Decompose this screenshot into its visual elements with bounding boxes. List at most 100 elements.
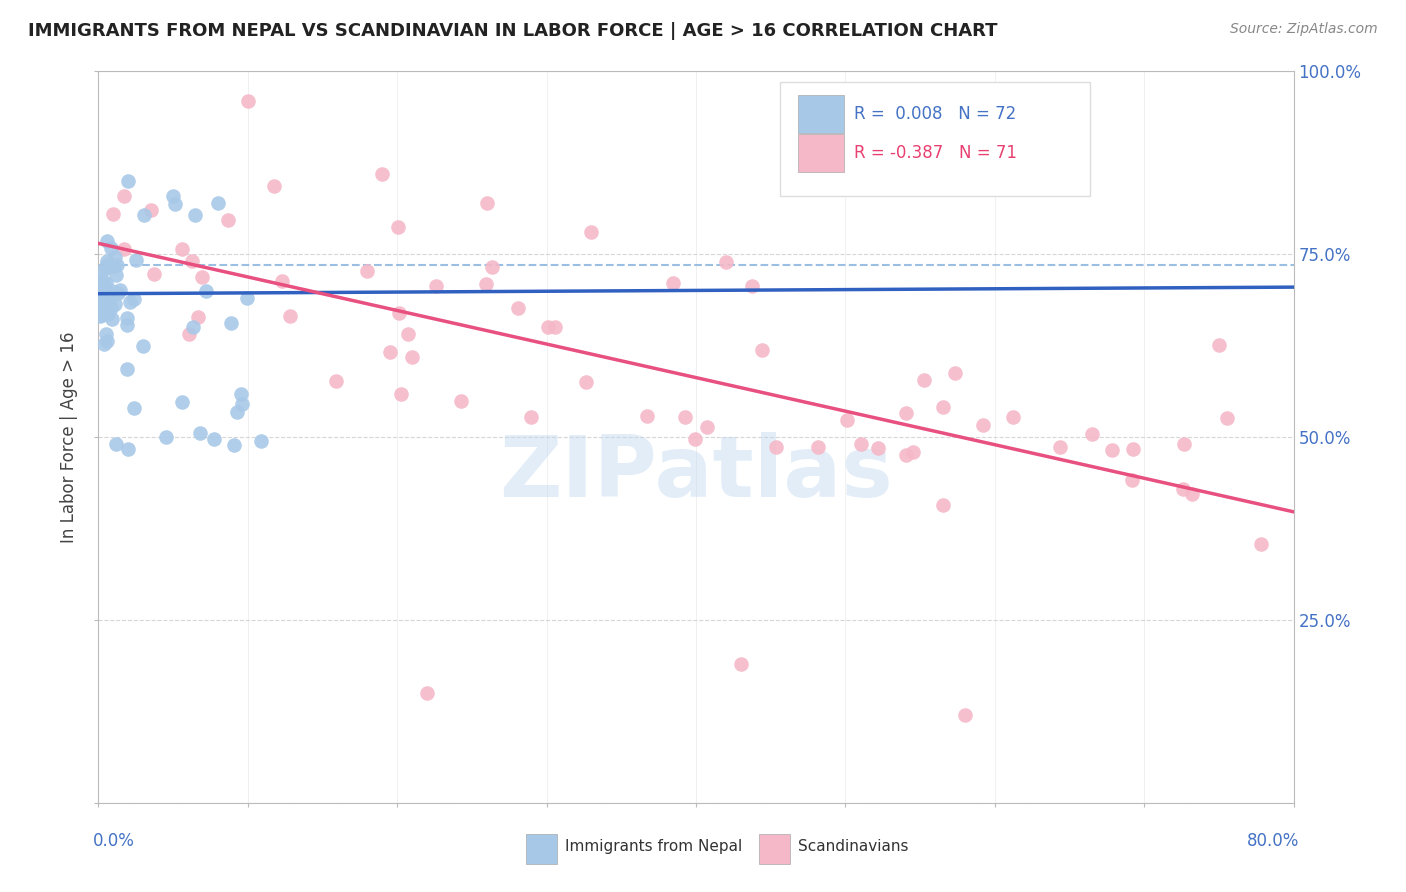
Point [132, 339, 155, 353]
Point [97, 288, 120, 302]
Point [912, 373, 935, 387]
Point [188, 426, 211, 441]
Point [105, 437, 128, 451]
Point [450, 394, 472, 409]
Point [388, 306, 411, 320]
Point [139, 202, 162, 217]
Point [103, 207, 125, 221]
Point [93, 279, 115, 293]
Point [89, 275, 111, 289]
Point [91, 276, 114, 290]
Point [1101, 443, 1123, 458]
Point [1081, 427, 1104, 442]
Point [104, 297, 127, 311]
Point [94, 297, 117, 311]
Point [91, 277, 114, 291]
Point [225, 405, 247, 419]
Text: 0.0%: 0.0% [93, 832, 135, 850]
FancyBboxPatch shape [797, 95, 844, 133]
Text: R = -0.387   N = 71: R = -0.387 N = 71 [853, 145, 1017, 162]
Point [89, 285, 111, 299]
Point [520, 409, 543, 424]
Point [103, 259, 125, 273]
Point [117, 442, 139, 457]
Point [184, 208, 207, 222]
Point [219, 316, 242, 330]
Point [170, 395, 193, 409]
Point [263, 178, 285, 193]
Point [105, 258, 128, 272]
Point [115, 362, 138, 376]
Point [325, 374, 347, 388]
Point [901, 445, 924, 459]
Point [96, 253, 118, 268]
Point [932, 499, 955, 513]
Point [1002, 410, 1025, 425]
Point [380, 345, 402, 359]
Point [120, 294, 142, 309]
FancyBboxPatch shape [779, 82, 1091, 195]
Point [96, 234, 118, 248]
Point [94, 296, 117, 310]
Point [730, 657, 752, 671]
Point [96, 303, 118, 318]
Point [581, 225, 603, 239]
Point [91, 273, 114, 287]
Point [93, 281, 115, 295]
Point [387, 219, 409, 234]
Point [474, 277, 496, 292]
Point [278, 310, 301, 324]
Point [143, 267, 166, 281]
Point [1208, 337, 1230, 351]
Text: Immigrants from Nepal: Immigrants from Nepal [565, 839, 742, 855]
Point [104, 268, 127, 283]
Point [122, 292, 145, 306]
Point [972, 417, 994, 432]
Point [125, 252, 148, 267]
Point [117, 174, 139, 188]
Point [481, 260, 503, 274]
Point [194, 284, 217, 298]
Point [1171, 482, 1194, 496]
Point [93, 290, 115, 304]
Point [1173, 437, 1195, 451]
Point [741, 278, 763, 293]
Point [100, 301, 122, 315]
Point [751, 343, 773, 357]
Point [100, 241, 122, 255]
Point [356, 263, 378, 277]
Point [202, 432, 225, 446]
Point [90, 308, 112, 322]
Point [807, 440, 830, 454]
Point [112, 242, 135, 256]
Point [868, 442, 890, 456]
Point [94, 261, 117, 276]
Point [235, 291, 257, 305]
Point [93, 293, 115, 308]
Point [122, 401, 145, 415]
FancyBboxPatch shape [759, 833, 790, 864]
Point [155, 430, 177, 444]
Point [183, 319, 205, 334]
Point [636, 409, 658, 424]
Point [1122, 442, 1144, 456]
Point [396, 326, 419, 341]
Point [132, 208, 155, 222]
Point [190, 269, 212, 284]
Point [108, 283, 131, 297]
Text: R =  0.008   N = 72: R = 0.008 N = 72 [853, 104, 1017, 123]
Point [89, 299, 111, 313]
Point [401, 350, 423, 364]
Point [475, 196, 498, 211]
Point [98, 257, 121, 271]
Point [236, 94, 259, 108]
Point [1181, 487, 1204, 501]
Text: IMMIGRANTS FROM NEPAL VS SCANDINAVIAN IN LABOR FORCE | AGE > 16 CORRELATION CHAR: IMMIGRANTS FROM NEPAL VS SCANDINAVIAN IN… [28, 22, 998, 40]
Point [1250, 537, 1272, 551]
Point [112, 189, 135, 203]
Point [162, 188, 184, 202]
FancyBboxPatch shape [797, 135, 844, 172]
Point [696, 419, 718, 434]
Point [1121, 473, 1143, 487]
Point [90, 275, 112, 289]
